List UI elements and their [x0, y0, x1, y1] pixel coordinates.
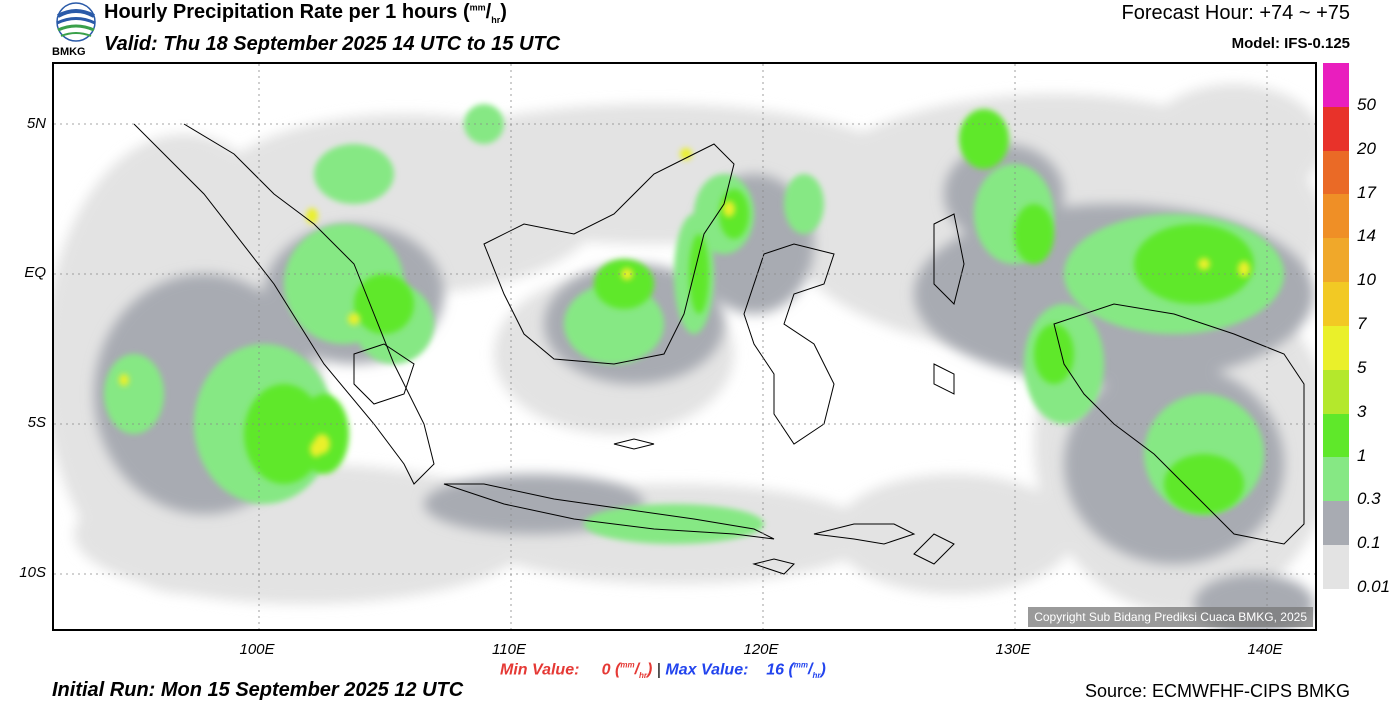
min-max-separator: |: [656, 661, 661, 679]
colorbar-segment: [1323, 238, 1349, 283]
y-label-eq: EQ: [24, 264, 46, 281]
colorbar-segment: [1323, 325, 1349, 370]
colorbar-segment: [1323, 63, 1349, 107]
colorbar-segment: [1323, 106, 1349, 151]
colorbar-segment: [1323, 501, 1349, 546]
colorbar-segment: [1323, 413, 1349, 458]
colorbar-label: 10: [1357, 270, 1376, 290]
colorbar-label: 17: [1357, 182, 1376, 202]
colorbar-label: 3: [1357, 401, 1367, 421]
min-value-label: Min Value:: [500, 661, 580, 679]
colorbar-segment: [1323, 282, 1349, 326]
forecast-hour: Forecast Hour: +74 ~ +75: [1121, 2, 1350, 24]
colorbar-label: 1: [1357, 445, 1367, 465]
max-value-label: Max Value:: [665, 661, 749, 679]
map-canvas: [54, 64, 1315, 629]
min-value: 0: [601, 661, 611, 679]
colorbar-label: 0.3: [1357, 489, 1381, 509]
colorbar-segment: [1323, 150, 1349, 195]
copyright-notice: Copyright Sub Bidang Prediksi Cuaca BMKG…: [1028, 607, 1313, 627]
colorbar: [1323, 63, 1349, 589]
precipitation-map: Copyright Sub Bidang Prediksi Cuaca BMKG…: [52, 62, 1317, 631]
x-label-100e: 100E: [239, 641, 275, 658]
logo-text: BMKG: [52, 46, 86, 58]
x-label-120e: 120E: [743, 641, 779, 658]
y-label-5s: 5S: [27, 414, 46, 431]
colorbar-segment: [1323, 457, 1349, 502]
page-title: Hourly Precipitation Rate per 1 hours (m…: [104, 1, 507, 25]
coastlines: [133, 123, 1305, 575]
data-source: Source: ECMWFHF-CIPS BMKG: [1084, 681, 1350, 701]
x-label-140e: 140E: [1247, 641, 1283, 658]
y-label-5n: 5N: [26, 115, 46, 132]
x-label-110e: 110E: [492, 641, 526, 658]
bmkg-logo: [56, 2, 96, 42]
max-value: 16: [766, 661, 784, 679]
colorbar-segment: [1323, 545, 1349, 589]
x-label-130e: 130E: [995, 641, 1031, 658]
colorbar-label: 20: [1357, 138, 1376, 158]
valid-time: Valid: Thu 18 September 2025 14 UTC to 1…: [104, 33, 561, 55]
y-label-10s: 10S: [19, 564, 46, 581]
colorbar-label: 14: [1357, 226, 1376, 246]
initial-run: Initial Run: Mon 15 September 2025 12 UT…: [52, 679, 464, 701]
min-max-values: Min Value: 0 (mm/hr) | Max Value: 16 (mm…: [500, 661, 826, 681]
map-grid: [54, 64, 1315, 629]
colorbar-label: 50: [1357, 94, 1376, 114]
colorbar-label: 5: [1357, 357, 1367, 377]
model-name: Model: IFS-0.125: [1231, 35, 1350, 52]
colorbar-label: 0.01: [1357, 577, 1391, 596]
colorbar-label: 0.1: [1357, 533, 1381, 553]
colorbar-segment: [1323, 194, 1349, 239]
colorbar-label: 7: [1357, 314, 1367, 333]
precip-yellow-layer: [119, 148, 1250, 457]
colorbar-segment: [1323, 369, 1349, 414]
